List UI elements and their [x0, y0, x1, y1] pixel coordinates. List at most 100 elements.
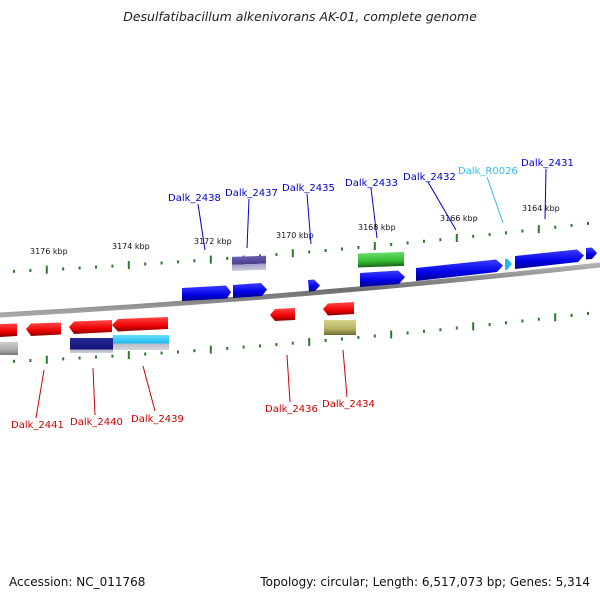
gene-dalk-2433-arrow[interactable]: [360, 270, 405, 288]
minor-tick-mark: [324, 339, 327, 342]
leader-line-dalk-2432: [427, 181, 457, 231]
tick-label: 3168 kbp: [358, 223, 396, 232]
leader-line-dalk-2435: [306, 193, 312, 245]
gene-label-dalk-2431[interactable]: Dalk_2431: [521, 158, 574, 169]
major-tick-mark: [373, 242, 376, 250]
minor-tick-mark: [406, 331, 409, 335]
gene-dalk-r0026-arrow[interactable]: [505, 258, 512, 271]
top-tick-row: [13, 221, 589, 274]
tick-label: 3172 kbp: [194, 237, 232, 246]
gene-label-dalk-2434[interactable]: Dalk_2434: [322, 399, 375, 410]
gene-left-edge-arrow[interactable]: [0, 323, 17, 338]
gene-label-dalk-2436[interactable]: Dalk_2436: [265, 404, 318, 415]
minor-tick-mark: [488, 323, 491, 327]
minor-tick-mark: [537, 317, 540, 321]
minor-tick-mark: [226, 256, 229, 260]
tick-label: 3176 kbp: [30, 247, 68, 256]
minor-tick-mark: [423, 239, 425, 243]
gene-dalk-2434-arrow[interactable]: [323, 302, 354, 316]
leader-line-dalk-2434: [342, 349, 348, 398]
gene-next-arrow[interactable]: [586, 247, 597, 260]
major-tick-mark: [308, 337, 311, 346]
minor-tick-mark: [29, 359, 32, 362]
minor-tick-mark: [472, 234, 475, 238]
gene-label-dalk-2435[interactable]: Dalk_2435: [282, 183, 335, 194]
minor-tick-mark: [570, 313, 573, 317]
gene-left-edge-grey-feature[interactable]: [0, 342, 18, 355]
gene-dalk-2439-cyan-feature[interactable]: [113, 335, 169, 350]
minor-tick-mark: [177, 260, 179, 264]
gene-label-dalk-2437[interactable]: Dalk_2437: [225, 188, 278, 199]
gene-dalk-2439-arrow[interactable]: [112, 317, 168, 332]
minor-tick-mark: [177, 350, 179, 354]
minor-tick-mark: [439, 328, 442, 332]
gene-dalk-2432-arrow[interactable]: [416, 259, 503, 282]
gene-dalk-2435-arrow[interactable]: [308, 279, 320, 292]
minor-tick-mark: [144, 352, 147, 356]
gene-dalk-2431-arrow[interactable]: [515, 249, 584, 270]
gene-dalk-2438-arrow[interactable]: [182, 285, 231, 302]
minor-tick-mark: [341, 247, 343, 251]
gene-label-dalk-2438[interactable]: Dalk_2438: [168, 193, 221, 204]
minor-tick-mark: [111, 354, 114, 358]
genome-title: Desulfatibacillum alkenivorans AK-01, co…: [123, 9, 477, 24]
minor-tick-mark: [505, 231, 507, 235]
minor-tick-mark: [275, 343, 278, 347]
minor-tick-mark: [95, 355, 97, 359]
minor-tick-mark: [521, 319, 524, 323]
minor-tick-mark: [78, 266, 81, 270]
minor-tick-mark: [160, 261, 163, 265]
gene-dalk-2441-arrow[interactable]: [26, 322, 61, 337]
minor-tick-mark: [259, 344, 261, 348]
gene-dalk-2440-arrow[interactable]: [69, 320, 112, 334]
gene-dalk-2436-arrow[interactable]: [270, 308, 295, 321]
major-tick-mark: [537, 225, 540, 234]
minor-tick-mark: [406, 241, 409, 245]
leader-line-dalk-2433: [370, 187, 378, 239]
tick-label: 3166 kbp: [440, 214, 478, 223]
minor-tick-mark: [505, 321, 507, 325]
minor-tick-mark: [390, 243, 393, 246]
gene-label-dalk-2440[interactable]: Dalk_2440: [70, 417, 123, 428]
minor-tick-mark: [587, 311, 589, 315]
major-tick-mark: [554, 313, 557, 322]
gene-label-dalk-2439[interactable]: Dalk_2439: [131, 414, 184, 425]
genome-stats-text: Topology: circular; Length: 6,517,073 bp…: [260, 575, 590, 589]
leader-line-dalk-r0026: [486, 176, 504, 224]
leader-line-dalk-2437: [246, 198, 250, 249]
minor-tick-mark: [193, 349, 196, 353]
minor-tick-mark: [291, 341, 294, 345]
gene-label-dalk-2432[interactable]: Dalk_2432: [403, 172, 456, 183]
gene-dalk-2437-arrow[interactable]: [233, 283, 267, 298]
minor-tick-mark: [357, 336, 360, 339]
leader-line-dalk-2440: [92, 367, 96, 416]
leader-line-dalk-2438: [197, 203, 206, 251]
leader-line-dalk-2436: [286, 354, 291, 403]
minor-tick-mark: [78, 356, 81, 360]
minor-tick-mark: [521, 229, 524, 233]
minor-tick-mark: [29, 269, 32, 272]
gene-label-dalk-2441[interactable]: Dalk_2441: [11, 420, 64, 431]
minor-tick-mark: [275, 253, 278, 257]
minor-tick-mark: [324, 249, 327, 252]
minor-tick-mark: [357, 246, 360, 249]
leader-line-dalk-2431: [544, 168, 547, 220]
gene-dalk-2433-green-feature[interactable]: [358, 251, 404, 268]
major-tick-mark: [291, 249, 294, 258]
minor-tick-mark: [570, 223, 573, 227]
genome-backbone: [0, 262, 600, 318]
gene-label-dalk-2433[interactable]: Dalk_2433: [345, 178, 398, 189]
minor-tick-mark: [455, 326, 458, 330]
gene-dalk-2434-olive-feature[interactable]: [324, 320, 356, 335]
minor-tick-mark: [373, 334, 376, 338]
gene-label-dalk-r0026[interactable]: Dalk_R0026: [458, 166, 518, 177]
bottom-tick-row: [13, 311, 589, 364]
gene-dalk-2440-navy-feature[interactable]: [70, 338, 113, 353]
major-tick-mark: [209, 255, 212, 264]
major-tick-mark: [390, 330, 393, 339]
major-tick-mark: [45, 355, 48, 364]
minor-tick-mark: [111, 264, 114, 268]
gene-dalk-2437-purple-feature[interactable]: [232, 255, 266, 271]
